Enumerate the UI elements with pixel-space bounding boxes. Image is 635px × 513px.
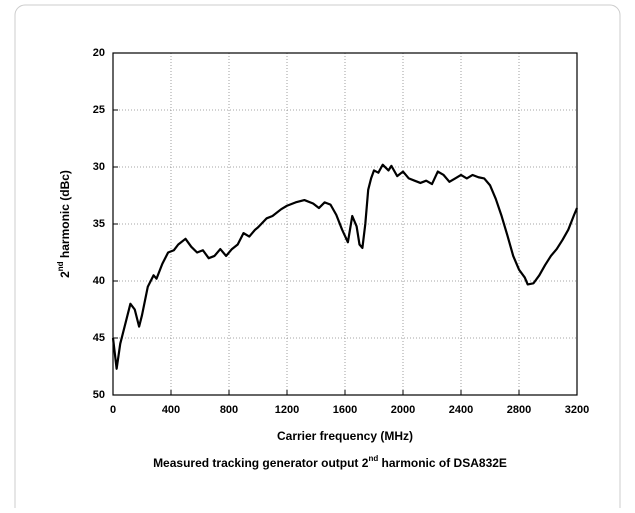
y-tick-label: 50 (93, 389, 105, 401)
x-tick-label: 0 (110, 404, 116, 416)
caption: Measured tracking generator output 2nd h… (153, 454, 507, 470)
plot-frame (112, 52, 578, 396)
y-label-part: 2 (58, 271, 72, 278)
y-tick-label: 40 (93, 275, 105, 287)
frame (14, 4, 621, 513)
y-tick-label: 35 (93, 218, 105, 230)
caption-sup: nd (368, 454, 378, 463)
x-tick-label: 1200 (275, 404, 299, 416)
y-axis-label: 2nd harmonic (dBc) (56, 170, 72, 278)
x-tick-label: 400 (162, 404, 180, 416)
caption-part: harmonic of DSA832E (378, 456, 507, 470)
x-axis-label: Carrier frequency (MHz) (277, 429, 413, 443)
y-tick-label: 45 (93, 332, 105, 344)
y-tick-label: 20 (93, 47, 105, 59)
x-tick-label: 3200 (565, 404, 589, 416)
x-tick-label: 2800 (507, 404, 531, 416)
y-label-part: harmonic (dBc) (58, 170, 72, 261)
x-tick-label: 2000 (391, 404, 415, 416)
y-tick-label: 30 (93, 161, 105, 173)
x-tick-label: 800 (220, 404, 238, 416)
y-tick-label: 25 (93, 104, 105, 116)
x-tick-label: 1600 (333, 404, 357, 416)
x-tick-label: 2400 (449, 404, 473, 416)
line (111, 163, 579, 370)
y-label-sup: nd (56, 261, 65, 271)
caption-part: Measured tracking generator output 2 (153, 456, 369, 470)
